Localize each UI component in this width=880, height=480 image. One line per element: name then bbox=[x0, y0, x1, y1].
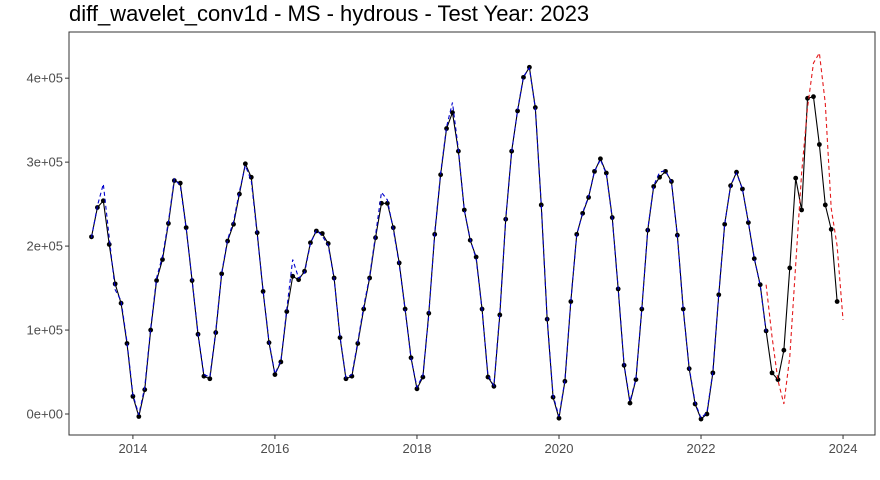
x-axis: 2014 2016 2018 2020 2022 2024 bbox=[118, 435, 858, 456]
data-point bbox=[598, 156, 603, 162]
data-point bbox=[828, 226, 834, 232]
data-point bbox=[106, 242, 112, 247]
data-point bbox=[319, 231, 325, 236]
data-point bbox=[556, 415, 562, 421]
data-point bbox=[538, 202, 544, 208]
data-point bbox=[183, 225, 189, 231]
data-point bbox=[296, 277, 302, 283]
x-tick-label: 2018 bbox=[403, 441, 432, 456]
data-point bbox=[414, 386, 420, 392]
data-point bbox=[290, 273, 296, 279]
data-point bbox=[136, 414, 142, 419]
series-layer bbox=[89, 51, 844, 422]
data-point bbox=[716, 292, 722, 298]
data-point bbox=[497, 312, 503, 318]
data-point bbox=[580, 210, 586, 216]
y-tick-label: 2e+05 bbox=[26, 239, 63, 254]
x-tick-label: 2022 bbox=[687, 441, 716, 456]
data-point bbox=[751, 256, 757, 262]
data-point bbox=[811, 94, 816, 100]
x-tick-label: 2016 bbox=[260, 441, 289, 456]
data-point bbox=[160, 257, 165, 262]
y-tick-label: 0e+00 bbox=[26, 407, 63, 422]
data-point bbox=[698, 416, 704, 422]
data-point bbox=[816, 142, 822, 147]
data-point bbox=[568, 299, 574, 304]
data-point bbox=[627, 400, 633, 406]
data-point bbox=[651, 184, 657, 189]
data-point bbox=[633, 377, 639, 382]
data-point bbox=[680, 306, 686, 312]
data-point bbox=[219, 271, 225, 277]
data-point bbox=[130, 393, 136, 399]
data-point bbox=[272, 372, 278, 377]
data-point bbox=[745, 220, 751, 225]
data-point bbox=[722, 221, 728, 227]
data-point bbox=[260, 289, 266, 294]
data-point bbox=[521, 74, 526, 80]
x-tick-label: 2014 bbox=[118, 441, 147, 456]
data-point bbox=[639, 306, 645, 312]
y-tick-label: 1e+05 bbox=[26, 323, 63, 338]
data-point bbox=[799, 207, 805, 213]
data-point bbox=[473, 254, 479, 260]
data-point bbox=[148, 327, 154, 333]
data-point bbox=[308, 240, 313, 246]
data-point bbox=[515, 108, 520, 114]
y-axis: 0e+00 1e+05 2e+05 3e+05 4e+05 bbox=[26, 71, 69, 422]
data-point bbox=[444, 126, 449, 131]
series-line-2 bbox=[765, 51, 844, 405]
data-point bbox=[834, 299, 840, 304]
data-point bbox=[201, 373, 207, 379]
x-tick-label: 2020 bbox=[545, 441, 574, 456]
data-point bbox=[603, 170, 609, 176]
data-point bbox=[284, 309, 290, 314]
data-point bbox=[822, 202, 828, 208]
data-point bbox=[775, 377, 781, 382]
data-point bbox=[361, 306, 367, 312]
data-point bbox=[793, 175, 799, 181]
data-point bbox=[692, 401, 698, 407]
data-point bbox=[420, 374, 426, 380]
chart-title: diff_wavelet_conv1d - MS - hydrous - Tes… bbox=[69, 1, 590, 26]
data-point bbox=[384, 200, 390, 206]
data-point bbox=[325, 241, 331, 246]
data-point bbox=[592, 168, 597, 174]
data-point bbox=[769, 370, 775, 376]
data-point bbox=[242, 161, 248, 167]
data-point bbox=[154, 278, 159, 283]
data-point bbox=[781, 347, 787, 353]
data-point bbox=[461, 207, 467, 213]
data-point bbox=[438, 172, 444, 178]
plot-panel bbox=[68, 31, 876, 436]
y-tick-label: 4e+05 bbox=[26, 71, 63, 86]
data-point bbox=[757, 282, 763, 288]
x-tick-label: 2024 bbox=[829, 441, 858, 456]
data-point bbox=[207, 376, 213, 382]
data-point bbox=[337, 335, 343, 341]
data-point bbox=[231, 221, 236, 227]
data-point bbox=[740, 186, 745, 192]
data-point bbox=[704, 411, 710, 417]
y-tick-label: 3e+05 bbox=[26, 155, 63, 170]
data-point bbox=[355, 341, 361, 346]
data-point bbox=[343, 376, 349, 382]
data-point bbox=[787, 265, 793, 271]
